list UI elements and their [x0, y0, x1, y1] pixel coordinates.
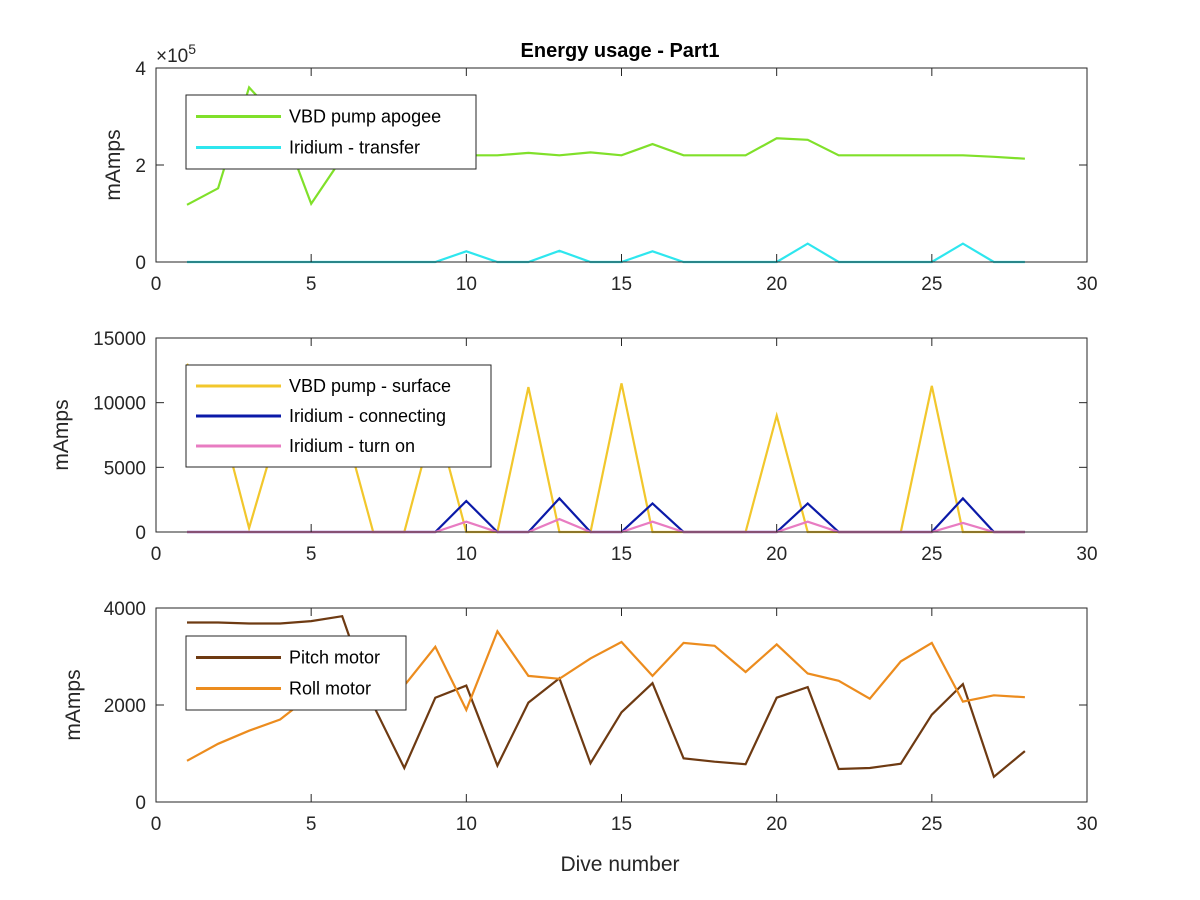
x-tick-label: 10	[456, 274, 477, 295]
x-tick-label: 20	[766, 814, 787, 835]
legend-label-2: Iridium - transfer	[289, 138, 420, 158]
legend-box	[185, 94, 477, 170]
x-tick-label: 25	[921, 274, 942, 295]
y-tick-label: 0	[135, 793, 146, 814]
x-tick-label: 25	[921, 814, 942, 835]
y-axis-label: mAmps	[62, 669, 85, 740]
x-tick-label: 15	[611, 814, 632, 835]
legend-label-1: VBD pump apogee	[289, 107, 441, 127]
legend-box	[185, 635, 407, 711]
y-tick-label: 4000	[104, 599, 146, 620]
x-tick-label: 5	[306, 274, 317, 295]
y-tick-label: 10000	[93, 394, 146, 415]
y-tick-label: 0	[135, 523, 146, 544]
subplot-2: 0 5 10 15 20 25 30 0 5000 10000 15000 mAmps VBD pump…	[50, 329, 1098, 565]
x-tick-label: 15	[611, 274, 632, 295]
legend-label-2: Iridium - connecting	[289, 406, 446, 426]
legend-label-1: Pitch motor	[289, 648, 380, 668]
legend-label-2: Roll motor	[289, 679, 371, 699]
x-axis-label: Dive number	[560, 853, 679, 876]
x-tick-label: 0	[151, 814, 162, 835]
y-tick-label: 0	[135, 253, 146, 274]
y-tick-label: 5000	[104, 458, 146, 479]
x-tick-label: 0	[151, 544, 162, 565]
x-tick-label: 5	[306, 544, 317, 565]
legend-label-1: VBD pump - surface	[289, 376, 451, 396]
y-exponent-power: 5	[188, 41, 196, 57]
x-tick-label: 25	[921, 544, 942, 565]
legend-label-3: Iridium - turn on	[289, 436, 415, 456]
x-tick-label: 15	[611, 544, 632, 565]
x-tick-label: 30	[1076, 274, 1097, 295]
x-tick-label: 20	[766, 274, 787, 295]
x-tick-label: 20	[766, 544, 787, 565]
y-axis-label: mAmps	[50, 399, 73, 470]
subplot-3: 0 5 10 15 20 25 30 0 2000 4000 mAmps Pitch motor Rol…	[62, 599, 1098, 835]
y-tick-label: 4	[135, 59, 146, 80]
x-tick-label: 10	[456, 544, 477, 565]
series-line-1	[187, 614, 1026, 779]
x-tick-label: 0	[151, 274, 162, 295]
x-tick-label: 5	[306, 814, 317, 835]
x-tick-label: 10	[456, 814, 477, 835]
series-line-1	[186, 85, 1025, 207]
y-tick-label: 15000	[93, 329, 146, 350]
legend: VBD pump - surface Iridium - connecting Ir…	[185, 364, 492, 468]
legend: VBD pump apogee Iridium - transfer	[185, 94, 477, 170]
legend: Pitch motor Roll motor	[185, 635, 407, 711]
figure-title: Energy usage - Part1	[521, 40, 720, 62]
x-tick-label: 30	[1076, 814, 1097, 835]
y-tick-label: 2	[135, 156, 146, 177]
x-tick-label: 30	[1076, 544, 1097, 565]
y-tick-label: 2000	[104, 696, 146, 717]
y-axis-label: mAmps	[102, 129, 125, 200]
